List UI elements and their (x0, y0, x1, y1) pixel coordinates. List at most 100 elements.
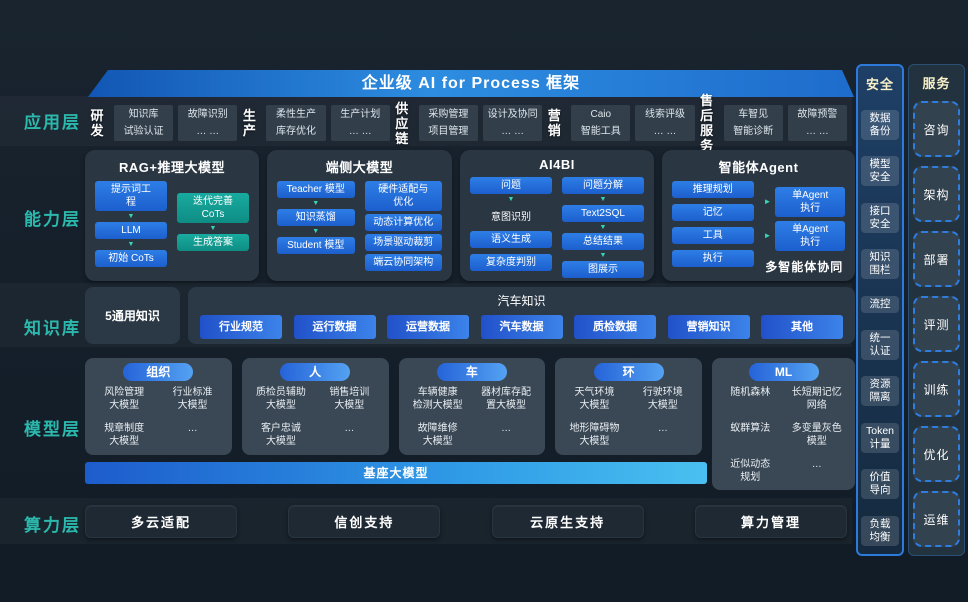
layer-label-knowledge: 知识库 (24, 319, 81, 338)
flow-node[interactable]: 图展示 (562, 261, 644, 278)
model-item: 多变量灰色 模型 (791, 423, 842, 447)
model-item: 行驶环境 大模型 (642, 387, 683, 411)
model-group-people: 人 质检员辅助 大模型 销售培训 大模型 客户忠诚 大模型 … (241, 358, 389, 455)
security-item[interactable]: 流控 (861, 295, 899, 313)
security-item[interactable]: 接口 安全 (861, 202, 899, 233)
app-chip[interactable]: 采购管理 项目管理 (418, 105, 478, 141)
model-group-pill[interactable]: 环 (593, 363, 664, 381)
flow-node[interactable]: 硬件适配与 优化 (364, 181, 442, 211)
flow-node[interactable]: 单Agent 执行 (775, 221, 845, 251)
flow-node[interactable]: Teacher 模型 (277, 181, 355, 198)
model-item: 近似动态 规划 (730, 459, 771, 483)
model-group-ml: ML 随机森林 长短期记忆 网络 蚁群算法 多变量灰色 模型 近似动态 规划 … (712, 358, 855, 490)
layer-label-capability: 能力层 (24, 210, 81, 229)
arrow-down-icon: ▼ (507, 196, 515, 203)
flow-node[interactable]: 语义生成 (470, 231, 552, 248)
flow-node[interactable]: 动态计算优化 (364, 214, 442, 231)
app-group-aftersales: 售后 服务 车智见 智能诊断 故障预警 … … (695, 93, 848, 153)
flow-node[interactable]: 问题分解 (562, 177, 644, 194)
security-item[interactable]: 知识 围栏 (861, 249, 899, 280)
flow-node[interactable]: Text2SQL (562, 205, 644, 222)
flow-node[interactable]: 总结结果 (562, 233, 644, 250)
model-item: … (344, 423, 355, 434)
compute-button[interactable]: 云原生支持 (491, 505, 644, 538)
model-group-pill[interactable]: 人 (280, 363, 351, 381)
app-group-label: 研发 (90, 108, 104, 138)
layer-label-application: 应用层 (24, 113, 81, 132)
service-item[interactable]: 优化 (913, 426, 960, 482)
app-chip[interactable]: 知识库 试验认证 (113, 105, 174, 141)
flow-node[interactable]: 执行 (672, 250, 754, 267)
model-item: 规章制度 大模型 (104, 423, 145, 447)
security-item[interactable]: 数据 备份 (861, 109, 899, 140)
security-item[interactable]: 资源 隔离 (861, 376, 899, 407)
compute-button[interactable]: 信创支持 (288, 505, 441, 538)
service-item[interactable]: 训练 (913, 361, 960, 417)
service-item[interactable]: 部署 (913, 231, 960, 287)
flow-node[interactable]: 问题 (470, 177, 552, 194)
knowledge-chip[interactable]: 行业规范 (200, 315, 282, 339)
compute-layer-row: 多云适配 信创支持 云原生支持 算力管理 (85, 505, 847, 538)
knowledge-chip[interactable]: 运营数据 (387, 315, 469, 339)
model-item: 随机森林 (730, 387, 771, 398)
model-layer-row: 组织 风险管理 大模型 行业标准 大模型 规章制度 大模型 … 人 质检员辅助 … (85, 358, 855, 490)
knowledge-chip[interactable]: 运行数据 (293, 315, 376, 339)
arrow-down-icon: ▼ (599, 224, 607, 231)
model-item: 风险管理 大模型 (104, 387, 145, 411)
model-group-pill[interactable]: 组织 (123, 363, 194, 381)
flow-node[interactable]: 场景驱动裁剪 (364, 234, 442, 251)
flow-node[interactable]: 迭代完善 CoTs (177, 193, 249, 223)
auto-knowledge-title: 汽车知识 (497, 294, 546, 308)
app-chip[interactable]: 柔性生产 库存优化 (266, 105, 326, 141)
security-item[interactable]: 负载 均衡 (861, 515, 899, 546)
app-chip[interactable]: 生产计划 … … (330, 105, 390, 141)
knowledge-chip[interactable]: 质检数据 (574, 315, 656, 339)
flow-node[interactable]: 推理规划 (672, 181, 754, 198)
model-group-pill[interactable]: 车 (436, 363, 507, 381)
flow-node[interactable]: 生成答案 (177, 234, 249, 251)
general-knowledge-box[interactable]: 5通用知识 (85, 287, 180, 344)
security-item[interactable]: 价值 导向 (861, 469, 899, 500)
flow-node[interactable]: Student 模型 (277, 237, 355, 254)
knowledge-chip[interactable]: 营销知识 (667, 315, 750, 339)
base-model-bar[interactable]: 基座大模型 (85, 462, 707, 484)
app-chip[interactable]: 车智见 智能诊断 (723, 105, 783, 141)
service-item[interactable]: 架构 (913, 166, 960, 222)
arrow-down-icon: ▼ (127, 241, 135, 248)
app-chip[interactable]: Caio 智能工具 (571, 105, 631, 141)
app-chip[interactable]: 设计及协同 … … (483, 105, 543, 141)
app-chip[interactable]: 线索评级 … … (635, 105, 695, 141)
service-item[interactable]: 咨询 (913, 101, 960, 157)
flow-node[interactable]: 单Agent 执行 (775, 187, 845, 217)
flow-node[interactable]: 提示词工 程 (95, 181, 167, 211)
flow-node[interactable]: 端云协同架构 (364, 254, 442, 271)
knowledge-chip[interactable]: 其他 (761, 315, 843, 339)
security-item[interactable]: 统一 认证 (861, 329, 899, 360)
app-group-label: 营销 (547, 108, 561, 138)
app-group-rnd: 研发 知识库 试验认证 故障识别 … … (85, 105, 238, 141)
box-title: 智能体Agent (718, 160, 799, 175)
arrow-down-icon: ▼ (209, 225, 217, 232)
knowledge-chip[interactable]: 汽车数据 (480, 315, 563, 339)
flow-node[interactable]: 记忆 (672, 204, 754, 221)
model-item: 长短期记忆 网络 (791, 387, 842, 411)
service-title: 服务 (922, 76, 951, 91)
compute-button[interactable]: 多云适配 (85, 505, 237, 538)
service-item[interactable]: 评测 (913, 296, 960, 352)
flow-node[interactable]: LLM (95, 222, 167, 239)
service-item[interactable]: 运维 (913, 491, 960, 547)
model-item: 质检员辅助 大模型 (255, 387, 306, 411)
security-item[interactable]: 模型 安全 (861, 156, 899, 187)
flow-node[interactable]: 知识蒸馏 (277, 209, 355, 226)
flow-node[interactable]: 复杂度判别 (470, 254, 552, 271)
app-chip[interactable]: 故障预警 … … (787, 105, 848, 141)
security-item[interactable]: Token 计量 (861, 422, 899, 453)
model-item: … (657, 423, 668, 434)
compute-button[interactable]: 算力管理 (694, 505, 847, 538)
flow-node[interactable]: 工具 (672, 227, 754, 244)
model-item: 客户忠诚 大模型 (260, 423, 301, 447)
model-group-pill[interactable]: ML (748, 363, 819, 381)
app-chip[interactable]: 故障识别 … … (178, 105, 238, 141)
model-item: 地形障碍物 大模型 (569, 423, 620, 447)
flow-node[interactable]: 初始 CoTs (95, 250, 167, 267)
